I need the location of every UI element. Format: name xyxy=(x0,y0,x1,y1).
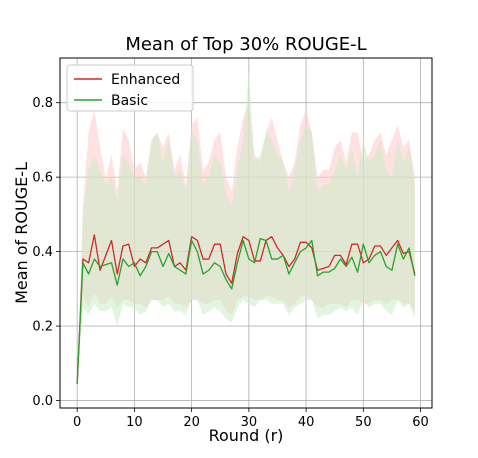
series-lines xyxy=(76,234,416,384)
y-tick-label: 0.6 xyxy=(32,171,53,186)
legend-label-basic: Basic xyxy=(111,93,148,109)
x-tick-label: 0 xyxy=(73,415,81,430)
y-axis-label: Mean of ROUGE-L xyxy=(12,162,31,304)
plot-frame xyxy=(59,57,433,409)
legend: Enhanced Basic xyxy=(66,64,194,112)
x-tick-label: 10 xyxy=(126,415,143,430)
y-axis-ticks: 0.0 0.2 0.4 0.6 0.8 xyxy=(32,96,60,409)
y-tick-label: 0.0 xyxy=(32,394,53,409)
x-tick-label: 40 xyxy=(298,415,315,430)
x-tick-label: 50 xyxy=(355,415,372,430)
x-tick-label: 20 xyxy=(183,415,200,430)
x-axis-ticks: 0 10 20 30 40 50 60 xyxy=(73,408,429,430)
x-axis-label: Round (r) xyxy=(209,426,284,445)
chart-title: Mean of Top 30% ROUGE-L xyxy=(125,34,366,55)
x-tick-label: 30 xyxy=(241,415,258,430)
band-basic xyxy=(77,72,415,384)
y-tick-label: 0.8 xyxy=(32,96,53,111)
x-tick-label: 60 xyxy=(412,415,429,430)
legend-label-enhanced: Enhanced xyxy=(111,72,180,88)
confidence-bands xyxy=(77,72,415,384)
y-tick-label: 0.2 xyxy=(32,320,53,335)
y-tick-label: 0.4 xyxy=(32,245,53,260)
series-line-basic xyxy=(76,237,416,384)
